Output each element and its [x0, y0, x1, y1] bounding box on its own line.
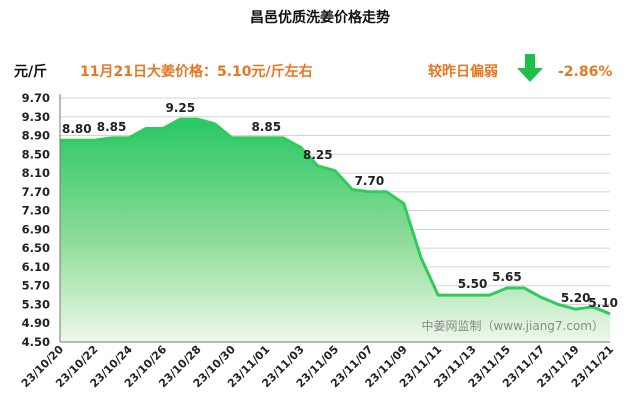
- y-tick-label: 6.90: [22, 222, 50, 236]
- data-label: 8.85: [97, 120, 127, 134]
- data-label: 8.85: [251, 120, 281, 134]
- price-headline: 11月21日大姜价格：5.10元/斤左右: [80, 63, 313, 80]
- price-line: [60, 117, 611, 316]
- y-axis-unit: 元/斤: [14, 63, 47, 80]
- x-tick-labels: 23/10/2023/10/2223/10/2423/10/2623/10/28…: [19, 343, 616, 391]
- data-label: 7.70: [355, 174, 385, 188]
- y-tick-label: 4.90: [22, 316, 50, 330]
- y-tick-label: 6.10: [22, 260, 50, 274]
- data-label: 8.25: [303, 148, 333, 162]
- down-arrow-icon: [517, 54, 543, 82]
- data-labels: 8.80 8.85 9.25 8.85 8.25 7.70 5.50 5.65 5.205.10: [62, 101, 618, 310]
- y-tick-labels: 4.50 4.90 5.30 5.70 6.10 6.50 6.90 7.30 7.70 8.10…: [22, 91, 50, 349]
- y-tick-label: 5.70: [22, 279, 50, 293]
- y-tick-label: 8.90: [22, 129, 50, 143]
- data-label: 5.10: [588, 296, 618, 310]
- watermark: 中姜网监制（www.jiang7.com）: [422, 318, 604, 333]
- y-tick-label: 9.70: [22, 91, 50, 105]
- axes: [59, 94, 610, 343]
- change-label: 较昨日偏弱: [428, 63, 498, 80]
- data-label: 8.80: [62, 122, 92, 136]
- data-label: 5.65: [492, 270, 522, 284]
- data-label: 5.50: [458, 277, 488, 291]
- chart-title: 昌邑优质洗姜价格走势: [250, 9, 390, 26]
- y-tick-label: 4.50: [22, 335, 50, 349]
- y-tick-label: 6.50: [22, 241, 50, 255]
- area-fill: [60, 119, 610, 342]
- y-tick-label: 9.30: [22, 110, 50, 124]
- price-area: [60, 117, 611, 342]
- y-tick-label: 7.30: [22, 204, 50, 218]
- data-label: 9.25: [166, 101, 196, 115]
- data-label: 5.20: [561, 291, 591, 305]
- y-tick-label: 5.30: [22, 297, 50, 311]
- y-tick-label: 7.70: [22, 185, 50, 199]
- change-value: -2.86%: [558, 64, 612, 80]
- y-tick-label: 8.10: [22, 166, 50, 180]
- y-tick-label: 8.50: [22, 147, 50, 161]
